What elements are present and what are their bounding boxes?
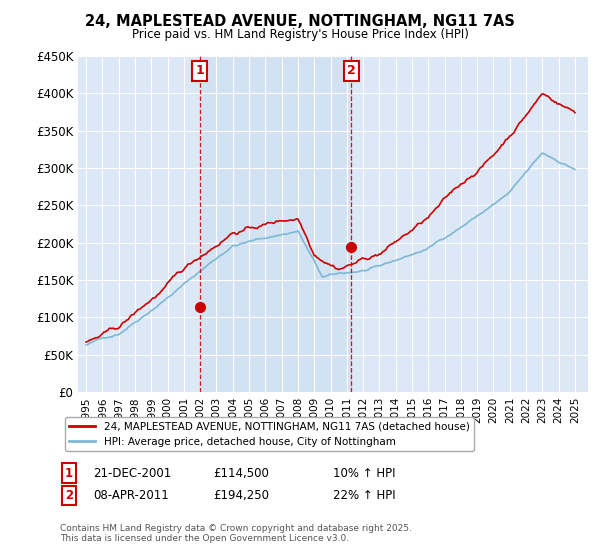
Text: 10% ↑ HPI: 10% ↑ HPI: [333, 466, 395, 480]
Text: 1: 1: [196, 64, 204, 77]
Text: £114,500: £114,500: [213, 466, 269, 480]
Text: £194,250: £194,250: [213, 489, 269, 502]
Bar: [200, 56, 351, 392]
Text: 2: 2: [65, 489, 73, 502]
Legend: 24, MAPLESTEAD AVENUE, NOTTINGHAM, NG11 7AS (detached house), HPI: Average price: 24, MAPLESTEAD AVENUE, NOTTINGHAM, NG11 …: [65, 417, 474, 451]
Text: Price paid vs. HM Land Registry's House Price Index (HPI): Price paid vs. HM Land Registry's House …: [131, 28, 469, 41]
Text: 21-DEC-2001: 21-DEC-2001: [93, 466, 171, 480]
Text: 22% ↑ HPI: 22% ↑ HPI: [333, 489, 395, 502]
Text: Contains HM Land Registry data © Crown copyright and database right 2025.
This d: Contains HM Land Registry data © Crown c…: [60, 524, 412, 543]
Text: 2: 2: [347, 64, 356, 77]
Text: 24, MAPLESTEAD AVENUE, NOTTINGHAM, NG11 7AS: 24, MAPLESTEAD AVENUE, NOTTINGHAM, NG11 …: [85, 14, 515, 29]
Text: 08-APR-2011: 08-APR-2011: [93, 489, 169, 502]
Text: 1: 1: [65, 466, 73, 480]
